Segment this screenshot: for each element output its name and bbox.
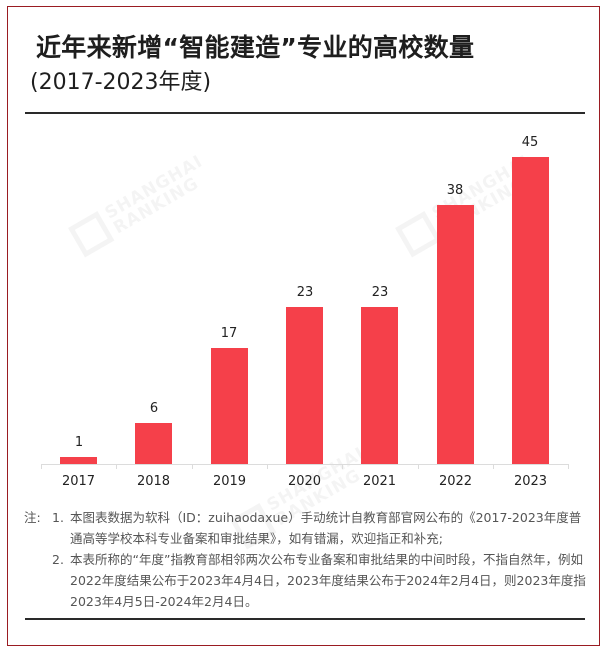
footnote-1: 注: 1. 本图表数据为软科（ID：zuihaodaxue）手动统计自教育部官网… — [24, 507, 589, 549]
x-axis-tick — [116, 464, 117, 469]
bar-value-label: 1 — [74, 435, 84, 450]
x-axis-label: 2019 — [212, 474, 247, 489]
bar-value-label: 17 — [220, 326, 238, 341]
bar-2023 — [512, 157, 549, 464]
x-axis-label: 2020 — [287, 474, 322, 489]
bar-value-label: 45 — [521, 135, 539, 150]
watermark-icon — [395, 211, 442, 258]
x-axis-label: 2021 — [362, 474, 397, 489]
footnote-2: 2. 本表所称的“年度”指教育部相邻两次公布专业备案和审批结果的中间时段，不指自… — [24, 549, 589, 612]
chart-title: 近年来新增“智能建造”专业的高校数量 — [36, 33, 475, 62]
x-axis-tick — [493, 464, 494, 469]
bar-value-label: 6 — [149, 401, 159, 416]
chart-subtitle: (2017-2023年度) — [30, 70, 212, 95]
footnote-text: 本图表数据为软科（ID：zuihaodaxue）手动统计自教育部官网公布的《20… — [70, 510, 582, 546]
x-axis-label: 2018 — [136, 474, 171, 489]
x-axis-tick — [192, 464, 193, 469]
x-axis-tick — [568, 464, 569, 469]
x-axis-label: 2023 — [513, 474, 548, 489]
bar-value-label: 23 — [371, 285, 389, 300]
x-axis-tick — [342, 464, 343, 469]
bar-2021 — [361, 307, 398, 464]
watermark-icon — [68, 211, 115, 258]
bar-2017 — [60, 457, 97, 464]
x-axis-tick — [267, 464, 268, 469]
bar-value-label: 23 — [296, 285, 314, 300]
x-axis-tick — [41, 464, 42, 469]
bar-value-label: 38 — [446, 183, 464, 198]
bar-2018 — [135, 423, 172, 464]
bar-2020 — [286, 307, 323, 464]
footnotes: 注: 1. 本图表数据为软科（ID：zuihaodaxue）手动统计自教育部官网… — [24, 507, 589, 612]
bar-2022 — [437, 205, 474, 464]
x-axis-label: 2017 — [61, 474, 96, 489]
bottom-divider — [25, 618, 585, 620]
bar-2019 — [211, 348, 248, 464]
top-divider — [25, 112, 585, 114]
bar-chart: SHANGHAIRANKING SHANGHAIRANKING SHANGHAI… — [41, 135, 569, 550]
footnote-prefix: 注: — [24, 510, 41, 525]
footnote-number: 2. — [52, 552, 64, 567]
watermark-logo: SHANGHAIRANKING — [68, 152, 214, 258]
footnote-number: 1. — [52, 510, 64, 525]
x-axis-label: 2022 — [438, 474, 473, 489]
footnote-text: 本表所称的“年度”指教育部相邻两次公布专业备案和审批结果的中间时段，不指自然年，… — [70, 552, 586, 609]
x-axis-tick — [418, 464, 419, 469]
x-axis — [41, 464, 568, 465]
